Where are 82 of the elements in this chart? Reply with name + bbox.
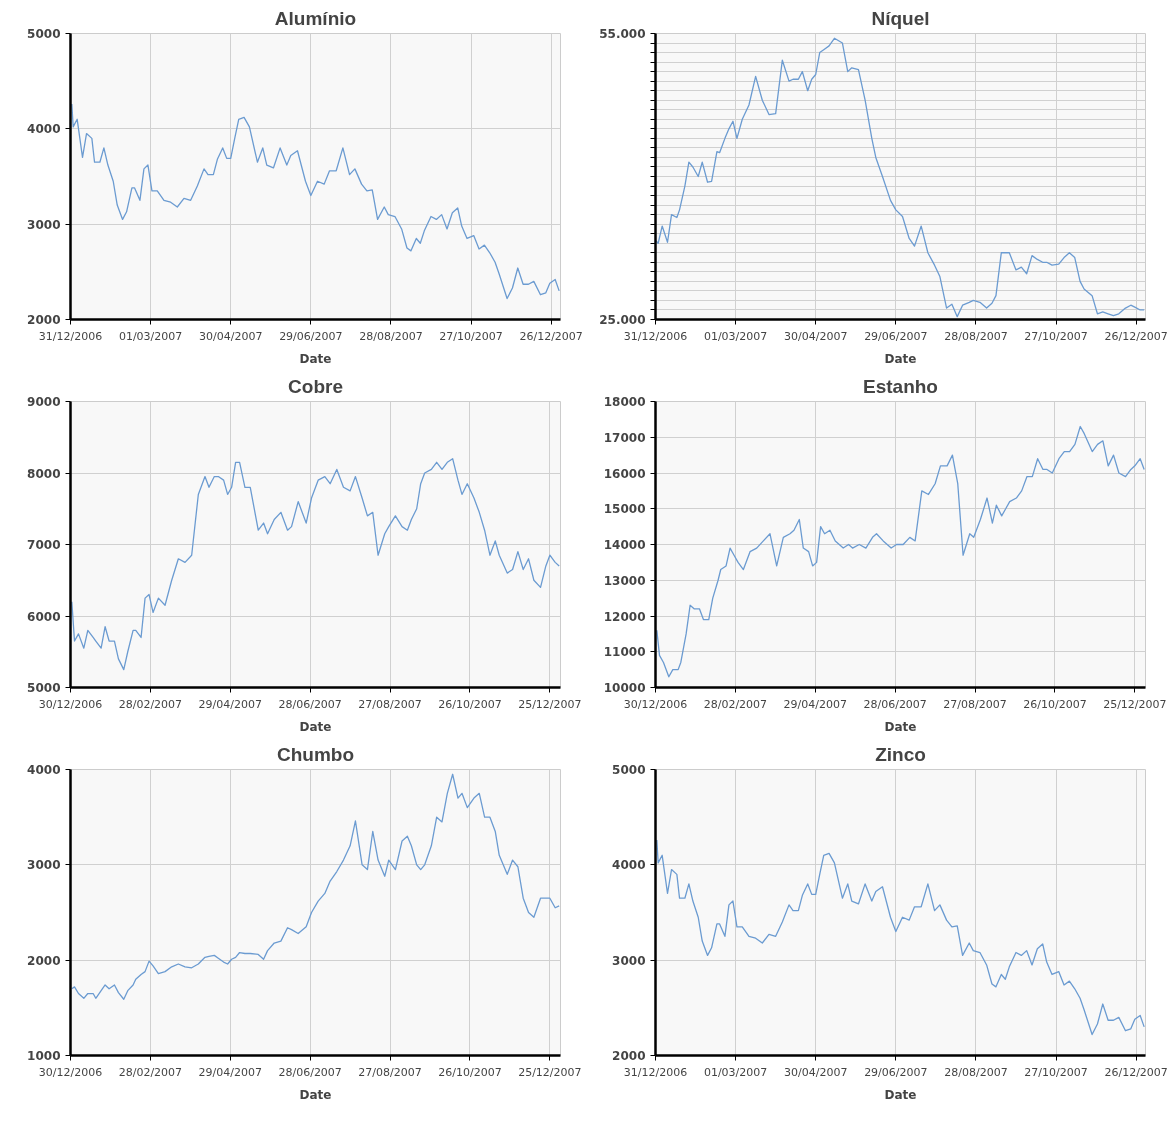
x-tick-label: 27/08/2007: [358, 1065, 422, 1079]
x-tick-label: 30/12/2006: [38, 1065, 103, 1079]
y-tick-label: 11000: [603, 645, 646, 660]
x-tick-label: 30/12/2006: [38, 697, 103, 711]
y-tick-label: 17000: [603, 430, 646, 445]
x-tick-label: 26/12/2007: [1104, 329, 1168, 343]
x-tick-label: 31/12/2006: [38, 329, 103, 343]
y-tick-label: 14000: [603, 538, 646, 552]
x-tick-label: 30/04/2007: [784, 1065, 848, 1079]
x-tick-label: 01/03/2007: [703, 329, 768, 343]
x-axis-title: Date: [884, 351, 917, 366]
chart-title: Cobre: [288, 375, 343, 397]
x-tick-label: 30/12/2006: [623, 697, 688, 711]
x-tick-label: 01/03/2007: [703, 1065, 768, 1079]
x-axis-title: Date: [884, 719, 917, 734]
x-tick-label: 29/06/2007: [864, 1065, 928, 1079]
x-tick-label: 28/08/2007: [944, 1065, 1008, 1079]
y-tick-label: 16000: [603, 466, 646, 481]
x-axis-title: Date: [299, 351, 332, 366]
y-tick-label: 25.000: [599, 313, 646, 327]
x-tick-label: 28/08/2007: [944, 329, 1008, 343]
x-tick-label: 28/02/2007: [703, 697, 768, 711]
y-tick-label: 7000: [27, 538, 61, 552]
y-tick-label: 4000: [27, 763, 61, 777]
x-tick-label: 27/08/2007: [943, 697, 1007, 711]
y-tick-label: 18000: [603, 395, 646, 409]
x-tick-label: 26/10/2007: [438, 697, 502, 711]
chart-title: Chumbo: [276, 743, 355, 765]
x-tick-label: 26/10/2007: [438, 1065, 502, 1079]
y-tick-label: 5000: [27, 681, 61, 695]
y-tick-label: 9000: [27, 395, 61, 409]
y-tick-label: 8000: [27, 466, 61, 481]
y-tick-label: 13000: [603, 573, 646, 588]
y-tick-label: 12000: [603, 609, 646, 624]
x-tick-label: 29/06/2007: [864, 329, 928, 343]
y-tick-label: 3000: [27, 217, 61, 232]
x-tick-label: 25/12/2007: [518, 1065, 582, 1079]
x-tick-label: 31/12/2006: [623, 1065, 688, 1079]
chart-title: Zinco: [875, 743, 926, 765]
x-tick-label: 28/06/2007: [278, 697, 342, 711]
y-tick-label: 15000: [603, 502, 646, 517]
x-tick-label: 28/08/2007: [359, 329, 423, 343]
y-tick-label: 55.000: [599, 27, 646, 41]
x-tick-label: 27/10/2007: [1024, 1065, 1088, 1079]
y-tick-label: 2000: [612, 1049, 646, 1063]
y-tick-label: 3000: [612, 953, 646, 968]
x-tick-label: 29/04/2007: [198, 1065, 262, 1079]
chart-title: Níquel: [871, 7, 930, 29]
x-axis-title: Date: [299, 1087, 332, 1102]
x-tick-label: 28/06/2007: [278, 1065, 342, 1079]
x-tick-label: 29/04/2007: [198, 697, 262, 711]
x-tick-label: 26/12/2007: [1104, 1065, 1168, 1079]
x-tick-label: 25/12/2007: [1103, 697, 1167, 711]
x-tick-label: 26/12/2007: [519, 329, 583, 343]
x-tick-label: 30/04/2007: [199, 329, 263, 343]
x-tick-label: 28/06/2007: [863, 697, 927, 711]
y-tick-label: 5000: [612, 763, 646, 777]
y-tick-label: 4000: [27, 122, 61, 137]
y-tick-label: 10000: [603, 681, 646, 695]
y-tick-label: 2000: [27, 953, 61, 968]
x-tick-label: 28/02/2007: [118, 1065, 183, 1079]
chart-title: Estanho: [863, 375, 938, 397]
x-tick-label: 27/10/2007: [1024, 329, 1088, 343]
y-tick-label: 5000: [27, 27, 61, 41]
x-tick-label: 25/12/2007: [518, 697, 582, 711]
y-tick-label: 6000: [27, 609, 61, 624]
x-axis-title: Date: [299, 719, 332, 734]
y-tick-label: 4000: [612, 858, 646, 873]
x-tick-label: 30/04/2007: [784, 329, 848, 343]
chart-title: Alumínio: [274, 7, 357, 29]
x-tick-label: 28/02/2007: [118, 697, 183, 711]
x-tick-label: 29/04/2007: [783, 697, 847, 711]
x-tick-label: 31/12/2006: [623, 329, 688, 343]
x-tick-label: 29/06/2007: [279, 329, 343, 343]
y-tick-label: 3000: [27, 858, 61, 873]
x-tick-label: 26/10/2007: [1023, 697, 1087, 711]
y-tick-label: 2000: [27, 313, 61, 327]
x-tick-label: 27/10/2007: [439, 329, 503, 343]
x-tick-label: 27/08/2007: [358, 697, 422, 711]
x-axis-title: Date: [884, 1087, 917, 1102]
y-tick-label: 1000: [27, 1049, 61, 1063]
x-tick-label: 01/03/2007: [118, 329, 183, 343]
